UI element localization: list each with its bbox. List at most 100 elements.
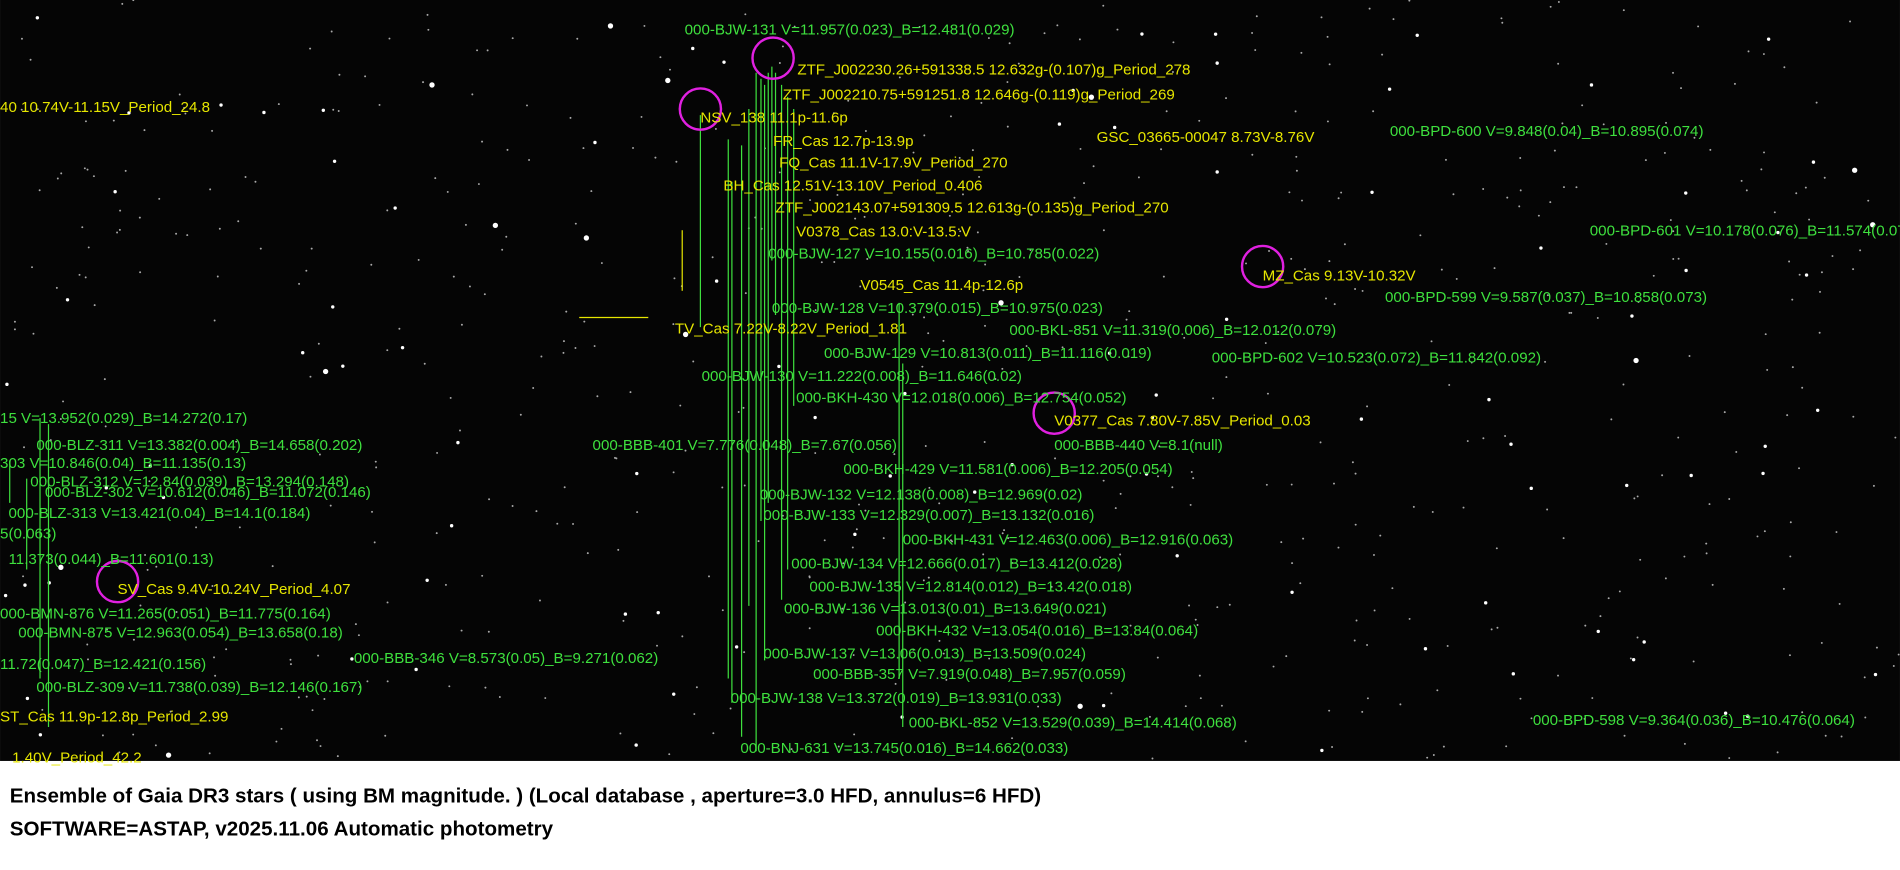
star xyxy=(841,607,844,610)
comparison-label: 000-BJW-136 V=13.013(0.01)_B=13.649(0.02… xyxy=(784,600,1107,617)
star xyxy=(643,24,646,27)
star xyxy=(1188,604,1191,607)
annotations: 000-BJW-131 V=11.957(0.023)_B=12.481(0.0… xyxy=(0,21,1900,766)
variable-label: NSV_138 11.1p-11.6p xyxy=(700,110,847,127)
star xyxy=(853,532,857,537)
star xyxy=(1652,274,1655,277)
star xyxy=(183,106,186,109)
star xyxy=(1224,317,1229,321)
star xyxy=(1561,122,1564,125)
star xyxy=(175,232,178,235)
star xyxy=(1795,192,1798,195)
comparison-label: 000-BLZ-313 V=13.421(0.04)_B=14.1(0.184) xyxy=(9,505,311,522)
star xyxy=(1196,624,1199,626)
star xyxy=(1030,213,1033,216)
star xyxy=(305,695,308,698)
star xyxy=(942,652,945,655)
star xyxy=(1859,249,1862,252)
star xyxy=(1340,191,1343,194)
star xyxy=(569,116,572,119)
comparison-label: 000-BBB-440 V=8.1(null) xyxy=(1054,437,1223,454)
star xyxy=(1294,110,1297,113)
star xyxy=(1198,674,1201,677)
star xyxy=(1776,230,1780,235)
star xyxy=(488,498,491,501)
comparison-label: 15 V=13.952(0.029)_B=14.272(0.17) xyxy=(0,410,247,427)
star xyxy=(980,101,983,104)
star xyxy=(1820,271,1823,274)
star xyxy=(1160,148,1163,151)
star xyxy=(506,148,509,151)
comparison-label: 000-BJW-137 V=13.06(0.013)_B=13.509(0.02… xyxy=(763,645,1086,662)
star xyxy=(778,62,781,64)
star xyxy=(1325,297,1327,300)
star xyxy=(237,220,240,223)
star xyxy=(1815,101,1818,104)
star xyxy=(1366,405,1369,408)
star xyxy=(1840,735,1843,738)
comparison-label: 000-BKH-429 V=11.581(0.006)_B=12.205(0.0… xyxy=(843,461,1172,478)
star xyxy=(501,248,504,251)
star xyxy=(1811,160,1816,164)
star xyxy=(1272,665,1275,668)
star xyxy=(1672,257,1675,260)
star xyxy=(1328,260,1331,263)
star xyxy=(1605,242,1608,245)
star xyxy=(1583,717,1586,720)
comparison-label: 000-BBB-357 V=7.919(0.048)_B=7.957(0.059… xyxy=(813,666,1126,683)
star xyxy=(927,332,930,335)
star xyxy=(393,206,397,210)
star xyxy=(1745,714,1750,718)
star xyxy=(544,697,547,700)
star xyxy=(211,585,214,587)
star xyxy=(477,183,480,186)
star xyxy=(1412,505,1415,508)
star xyxy=(1766,37,1771,41)
star xyxy=(669,68,671,71)
star xyxy=(309,375,312,378)
star xyxy=(823,539,826,542)
star xyxy=(1863,676,1866,679)
star xyxy=(948,214,951,217)
variable-label: SV_Cas 9.4V-10.24V_Period_4.07 xyxy=(118,581,351,598)
star xyxy=(1610,418,1613,421)
star xyxy=(1873,672,1878,677)
star xyxy=(864,509,867,512)
star xyxy=(1591,697,1594,700)
star xyxy=(106,628,108,631)
star xyxy=(337,110,340,112)
star xyxy=(1693,136,1696,139)
star xyxy=(1705,552,1708,555)
star xyxy=(277,103,280,106)
star xyxy=(1381,53,1384,56)
star xyxy=(693,713,696,716)
star xyxy=(1295,155,1298,158)
star xyxy=(116,231,119,234)
star xyxy=(1820,641,1823,644)
star xyxy=(1319,441,1322,444)
comparison-label: 000-BLZ-311 V=13.382(0.004)_B=14.658(0.2… xyxy=(36,437,362,454)
star xyxy=(1387,87,1392,91)
star xyxy=(1728,757,1731,760)
star xyxy=(468,285,471,288)
star xyxy=(449,396,452,399)
star xyxy=(1798,273,1801,276)
star xyxy=(1150,415,1155,420)
star xyxy=(1056,24,1059,27)
star xyxy=(83,167,86,170)
star xyxy=(1623,734,1626,737)
star xyxy=(309,47,312,50)
variable-label: FQ_Cas 11.1V-17.9V_Period_270 xyxy=(779,155,1007,172)
star xyxy=(681,635,684,638)
star xyxy=(1300,51,1303,54)
star xyxy=(448,685,451,688)
variable-circle xyxy=(1032,391,1077,435)
star xyxy=(492,222,499,229)
star xyxy=(1370,190,1374,194)
star xyxy=(154,744,157,747)
star xyxy=(998,300,1004,306)
star xyxy=(5,382,9,387)
star xyxy=(1331,746,1334,748)
variable-label: ZTF_J002143.07+591309.5 12.613g-(0.135)g… xyxy=(776,199,1169,216)
star xyxy=(317,342,320,345)
